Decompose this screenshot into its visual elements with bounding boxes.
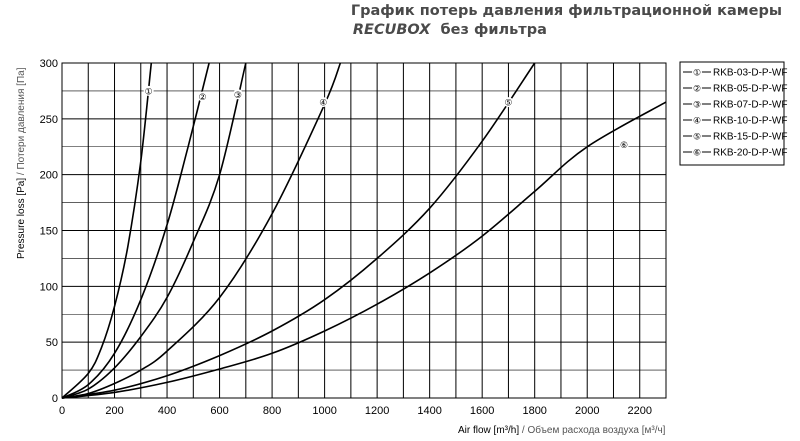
x-tick-label: 600 <box>210 405 228 417</box>
series-line-4 <box>61 62 342 399</box>
chart-axes <box>61 62 667 399</box>
x-axis-label: Air flow [m³/h] / Объем расхода воздуха … <box>458 424 666 436</box>
series-line-1 <box>61 62 153 399</box>
y-tick-label: 250 <box>40 114 58 126</box>
x-tick-label: 1000 <box>312 405 336 417</box>
legend-label-5: RKB-15-D-P-WF <box>713 132 787 143</box>
y-axis-label: Pressure loss [Pa] / Потери давления [Па… <box>16 67 27 259</box>
legend-label-3: RKB-07-D-P-WF <box>713 100 787 111</box>
series-marker-bg-6 <box>618 139 629 150</box>
legend-marker-6: ⑥ <box>693 149 701 159</box>
series-marker-5: ⑤ <box>504 99 512 109</box>
series-marker-bg-4 <box>318 97 329 108</box>
legend-marker-bg-3 <box>692 99 702 109</box>
y-axis-ticks: 0 50 100 150 200 250 300 <box>40 58 58 405</box>
legend-marker-bg-6 <box>692 147 702 157</box>
y-tick-label: 300 <box>40 58 58 70</box>
legend-label-4: RKB-10-D-P-WF <box>713 116 787 127</box>
legend-marker-3: ③ <box>693 101 701 111</box>
series-marker-2: ② <box>198 93 206 103</box>
x-tick-label: 2200 <box>627 405 651 417</box>
chart-title-rest: без фильтра <box>440 22 547 38</box>
legend-marker-4: ④ <box>693 117 701 127</box>
y-tick-label: 200 <box>40 170 58 182</box>
series-markers: ① ② ③ ④ ⑤ ⑥ <box>143 85 629 151</box>
chart-title-line1: График потерь давления фильтрационной ка… <box>350 3 782 19</box>
legend-marker-5: ⑤ <box>693 133 701 143</box>
x-tick-label: 1800 <box>522 405 546 417</box>
y-tick-label: 0 <box>52 393 58 405</box>
series-line-6 <box>61 101 667 399</box>
chart-title: График потерь давления фильтрационной ка… <box>351 2 782 40</box>
legend-marker-bg-5 <box>692 131 702 141</box>
y-tick-label: 50 <box>46 337 58 349</box>
series-marker-6: ⑥ <box>620 141 628 151</box>
series-marker-bg-5 <box>503 97 514 108</box>
legend-marker-bg-2 <box>692 83 702 93</box>
x-tick-label: 1600 <box>470 405 494 417</box>
series-marker-3: ③ <box>234 91 242 101</box>
legend-label-2: RKB-05-D-P-WF <box>713 84 787 95</box>
legend-marker-bg-1 <box>692 67 702 77</box>
chart-title-line2: RECUBOX без фильтра <box>351 21 782 40</box>
series-marker-4: ④ <box>319 99 327 109</box>
y-tick-label: 100 <box>40 281 58 293</box>
x-tick-label: 800 <box>263 405 281 417</box>
series-marker-bg-1 <box>143 85 154 96</box>
chart-title-brand: RECUBOX <box>352 22 431 38</box>
chart-grid <box>62 63 666 398</box>
chart-legend: ① RKB-03-D-P-WF ② RKB-05-D-P-WF ③ RKB-07-D-P-… <box>679 61 787 166</box>
series-line-2 <box>61 62 210 399</box>
x-tick-label: 0 <box>59 405 65 417</box>
y-tick-label: 150 <box>40 226 58 238</box>
legend-marker-bg-4 <box>692 115 702 125</box>
series-line-5 <box>61 62 536 399</box>
x-tick-label: 1200 <box>365 405 389 417</box>
x-tick-label: 2000 <box>575 405 599 417</box>
x-tick-label: 1400 <box>417 405 441 417</box>
x-tick-label: 200 <box>105 405 123 417</box>
x-tick-label: 400 <box>158 405 176 417</box>
legend-marker-2: ② <box>693 85 701 95</box>
plot-frame <box>61 62 667 399</box>
series-marker-1: ① <box>145 87 153 97</box>
legend-label-1: RKB-03-D-P-WF <box>713 68 787 79</box>
legend-marker-1: ① <box>693 69 701 79</box>
legend-label-6: RKB-20-D-P-WF <box>713 148 787 159</box>
series-marker-bg-3 <box>232 89 243 100</box>
x-axis-ticks: 0 200 400 600 800 1000 1200 1400 1600 1800 2000 220… <box>59 405 652 417</box>
chart-series <box>61 62 667 399</box>
series-line-3 <box>61 62 247 399</box>
series-marker-bg-2 <box>197 91 208 102</box>
